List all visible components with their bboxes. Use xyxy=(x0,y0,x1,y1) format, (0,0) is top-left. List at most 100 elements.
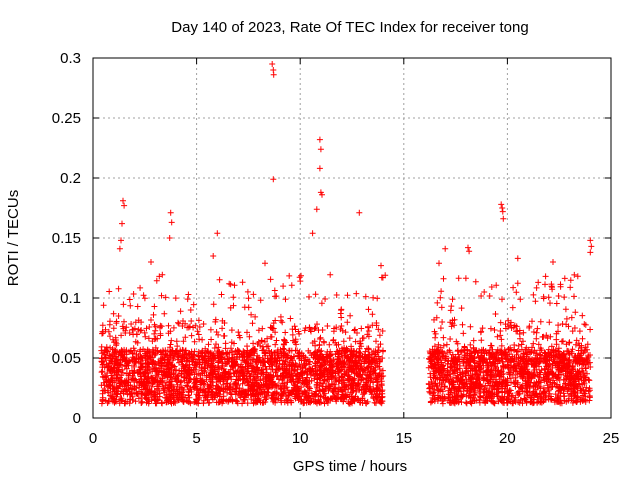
data-point xyxy=(166,391,173,398)
data-point xyxy=(510,284,517,291)
data-point xyxy=(172,295,179,302)
data-point xyxy=(233,380,239,387)
data-point xyxy=(379,348,386,355)
data-point xyxy=(572,341,579,348)
data-point xyxy=(158,323,165,330)
data-point xyxy=(504,382,511,389)
data-point xyxy=(347,312,354,319)
data-point xyxy=(480,397,487,404)
data-point xyxy=(196,324,203,330)
data-point xyxy=(471,397,478,404)
data-point xyxy=(137,346,144,353)
data-point xyxy=(195,353,202,360)
data-point xyxy=(473,347,480,354)
data-point xyxy=(243,358,250,364)
data-point xyxy=(544,376,551,383)
data-point xyxy=(316,387,323,394)
data-point xyxy=(121,202,128,209)
data-point xyxy=(257,297,264,304)
data-point xyxy=(516,388,523,395)
data-point xyxy=(196,394,203,401)
data-point xyxy=(189,358,195,365)
data-point xyxy=(316,341,323,348)
data-point xyxy=(343,394,350,401)
data-point xyxy=(378,381,385,387)
data-point xyxy=(463,359,470,366)
data-point xyxy=(271,350,278,357)
data-point xyxy=(228,327,235,334)
data-point xyxy=(484,362,491,369)
data-point xyxy=(568,386,575,393)
data-point xyxy=(370,379,376,386)
data-point xyxy=(317,348,323,355)
data-point xyxy=(441,384,448,390)
data-point xyxy=(467,323,474,330)
data-point xyxy=(171,353,178,360)
data-point xyxy=(113,353,120,360)
data-point xyxy=(375,326,382,333)
data-point xyxy=(315,347,322,354)
data-point xyxy=(430,365,437,372)
data-point xyxy=(172,390,179,397)
data-point xyxy=(479,325,486,332)
data-point xyxy=(131,325,138,332)
data-point xyxy=(535,279,542,286)
y-tick-label: 0.3 xyxy=(60,50,81,67)
data-point xyxy=(137,364,144,371)
data-point xyxy=(557,385,564,392)
data-point xyxy=(502,348,509,355)
data-point xyxy=(537,318,544,325)
data-point xyxy=(451,367,457,374)
data-point xyxy=(518,341,525,348)
data-point xyxy=(126,296,133,303)
data-point xyxy=(511,346,518,353)
data-point xyxy=(530,329,537,335)
data-point xyxy=(101,347,108,354)
data-point xyxy=(316,336,323,342)
data-point xyxy=(265,373,272,380)
data-point xyxy=(221,332,228,339)
data-point xyxy=(143,325,150,332)
data-point xyxy=(376,332,383,339)
data-point xyxy=(119,220,125,227)
data-point xyxy=(236,367,243,373)
data-point xyxy=(443,341,450,348)
data-point xyxy=(105,328,112,335)
data-point xyxy=(346,335,353,342)
data-point xyxy=(245,304,252,311)
x-tick-label: 25 xyxy=(603,430,620,447)
data-point xyxy=(215,399,222,406)
data-point xyxy=(279,319,286,326)
data-point xyxy=(195,331,202,338)
data-point xyxy=(338,351,345,358)
data-point xyxy=(175,372,182,379)
data-point xyxy=(333,398,340,405)
data-point xyxy=(272,317,279,324)
data-point xyxy=(186,357,193,364)
data-point xyxy=(572,309,579,316)
data-point xyxy=(461,385,467,392)
data-point xyxy=(585,376,592,383)
data-point xyxy=(453,357,460,364)
data-point xyxy=(177,308,184,315)
data-point xyxy=(164,369,171,376)
data-point xyxy=(549,286,556,293)
data-point xyxy=(167,209,174,216)
data-point xyxy=(170,324,177,331)
data-point xyxy=(99,373,106,380)
data-point xyxy=(574,356,581,363)
data-point xyxy=(512,374,519,381)
data-point xyxy=(121,318,127,325)
data-point xyxy=(101,387,108,394)
x-tick-label: 15 xyxy=(395,430,412,447)
data-point xyxy=(537,345,544,352)
data-point xyxy=(431,386,438,393)
data-point xyxy=(356,357,363,364)
data-point xyxy=(475,353,482,360)
data-point xyxy=(290,378,297,384)
data-point xyxy=(145,394,152,401)
data-point xyxy=(248,385,255,392)
data-point xyxy=(205,355,211,362)
data-point xyxy=(341,344,348,351)
